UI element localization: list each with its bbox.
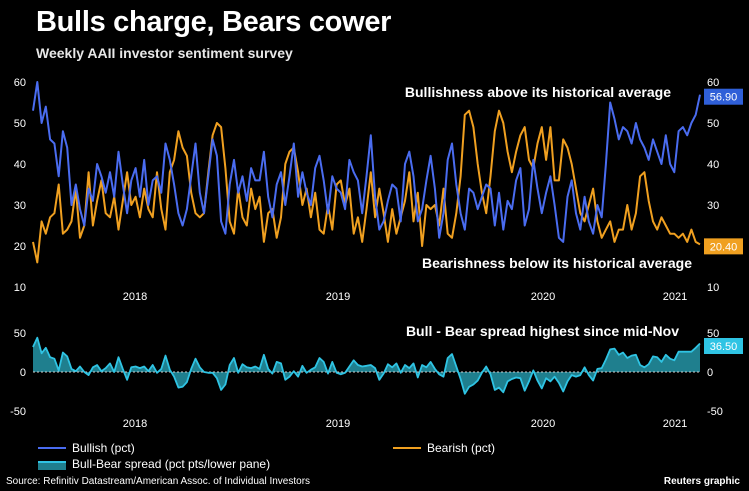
annotation-spread: Bull - Bear spread highest since mid-Nov [406,323,679,339]
x-tick-lower-2021: 2021 [663,418,687,430]
spread-last-tag: 36.50 [710,341,738,353]
x-tick-lower-2019: 2019 [326,418,350,430]
y-tick-lower-left-0: 0 [20,367,26,379]
annotation-bearish: Bearishness below its historical average [422,255,692,271]
x-tick-lower-2018: 2018 [123,418,147,430]
bullish-last-tag: 56.90 [710,92,738,104]
legend-bullish: Bullish (pct) [38,441,135,455]
chart-title: Bulls charge, Bears cower [36,6,392,38]
y-tick-lower-left--50: -50 [10,406,26,418]
annotation-bullish: Bullishness above its historical average [405,84,671,100]
legend-bearish-label: Bearish (pct) [427,441,496,455]
legend-bullish-label: Bullish (pct) [72,441,135,455]
legend-spread-swatch [38,458,66,470]
y-tick-left-50: 50 [14,118,26,130]
spread-area [33,337,700,394]
legend-bearish-swatch [393,442,421,454]
chart-subtitle: Weekly AAII investor sentiment survey [36,45,293,61]
y-tick-left-10: 10 [14,282,26,294]
y-tick-left-40: 40 [14,159,26,171]
bearish-last-tag-bg [704,238,743,255]
source-note: Source: Refinitiv Datastream/American As… [6,476,311,487]
credit-note: Reuters graphic [663,476,740,487]
bullish-line [32,81,701,243]
y-tick-left-30: 30 [14,200,26,212]
y-tick-right-60: 60 [707,77,719,89]
x-tick-lower-2020: 2020 [531,418,555,430]
y-tick-lower-right--50: -50 [707,406,723,418]
y-tick-left-20: 20 [14,241,26,253]
bullish-last-tag-bg [704,88,743,105]
x-tick-upper-2021: 2021 [663,291,687,303]
x-tick-upper-2020: 2020 [531,291,555,303]
y-tick-right-50: 50 [707,118,719,130]
bearish-last-tag: 20.40 [710,241,738,253]
lower-pane: -50 -50 0 0 50 50 2018 2019 2020 2021 Bull - Bear … [10,323,743,430]
legend-bullish-swatch [38,442,66,454]
y-tick-right-30: 30 [707,200,719,212]
upper-pane: 1010202030304040505060602018201920202021… [14,77,743,303]
legend-spread-label: Bull-Bear spread (pct pts/lower pane) [72,457,271,471]
y-tick-lower-left-50: 50 [14,328,26,340]
bearish-line [32,109,701,264]
spread-last-tag-bg [704,338,743,354]
y-tick-left-60: 60 [14,77,26,89]
x-tick-upper-2019: 2019 [326,291,350,303]
y-tick-right-10: 10 [707,282,719,294]
x-tick-upper-2018: 2018 [123,291,147,303]
y-tick-right-40: 40 [707,159,719,171]
y-tick-lower-right-50: 50 [707,328,719,340]
legend-bearish: Bearish (pct) [393,441,495,455]
legend-spread: Bull-Bear spread (pct pts/lower pane) [38,457,270,471]
y-tick-lower-right-0: 0 [707,367,713,379]
spread-line [32,336,701,395]
